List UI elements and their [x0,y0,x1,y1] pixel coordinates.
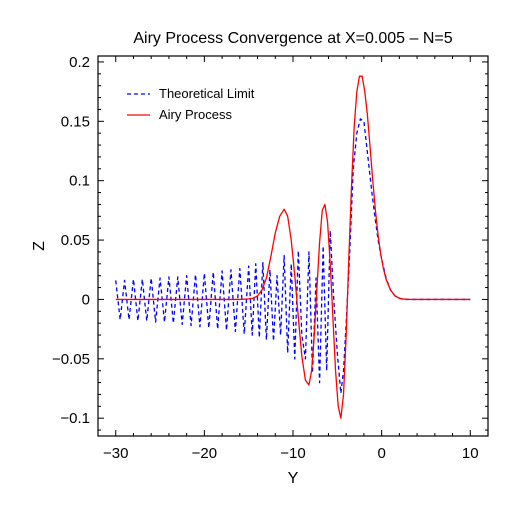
x-tick-label: 0 [377,445,385,462]
legend: Theoretical Limit Airy Process [127,86,255,122]
legend-label-airy-process: Airy Process [159,107,232,122]
ticks-layer: −30 −20 −10 0 10 −0.1 −0.05 0 0.05 0.1 0.15 0.2 [52,54,489,462]
plot-frame [97,55,489,437]
y-axis-label: Z [31,241,48,251]
y-tick-label: 0.2 [69,54,90,71]
series-layer [115,75,471,419]
y-tick-label: −0.1 [60,410,90,427]
legend-label-theoretical-limit: Theoretical Limit [159,86,255,101]
series-line-airy-process [115,75,471,419]
y-tick-label: 0.05 [61,232,90,249]
x-tick-label: −30 [103,445,128,462]
x-axis-label: Y [288,470,299,487]
y-tick-label: 0 [82,291,90,308]
chart-title: Airy Process Convergence at X=0.005 – N=… [133,30,452,47]
y-tick-label: 0.1 [69,173,90,190]
y-tick-label: −0.05 [52,351,90,368]
x-tick-label: −20 [192,445,217,462]
y-tick-label: 0.15 [61,113,90,130]
x-tick-label: −10 [280,445,305,462]
x-tick-label: 10 [462,445,479,462]
